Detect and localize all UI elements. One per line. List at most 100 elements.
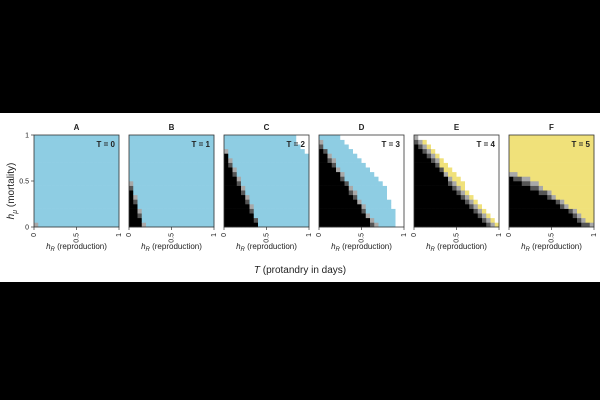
- heatmap-cell: [560, 158, 565, 163]
- heatmap-cell: [184, 190, 189, 196]
- heatmap-cell: [93, 135, 99, 140]
- heatmap-cell: [530, 194, 535, 200]
- heatmap-cell: [97, 194, 103, 200]
- heatmap-cells: [509, 135, 595, 228]
- heatmap-cell: [287, 135, 293, 140]
- heatmap-cell: [253, 222, 259, 228]
- heatmap-cell: [391, 194, 396, 200]
- heatmap-cell: [555, 217, 561, 223]
- heatmap-cell: [283, 162, 289, 168]
- heatmap-cell: [110, 208, 116, 214]
- heatmap-cell: [482, 162, 487, 168]
- heatmap-cell: [551, 204, 557, 209]
- heatmap-cell: [568, 181, 574, 186]
- heatmap-cell: [129, 185, 134, 191]
- heatmap-cell: [42, 213, 48, 219]
- heatmap-cell: [154, 171, 160, 177]
- heatmap-cell: [292, 162, 297, 168]
- heatmap-cell: [262, 190, 267, 196]
- heatmap-cell: [275, 171, 280, 177]
- heatmap-cell: [171, 204, 177, 209]
- heatmap-cell: [564, 139, 569, 145]
- heatmap-cell: [534, 167, 540, 173]
- heatmap-cell: [477, 194, 483, 200]
- x-axis-main-rest: (protandry in days): [260, 265, 346, 276]
- heatmap-cell: [201, 144, 206, 150]
- heatmap-cell: [270, 194, 276, 200]
- heatmap-cell: [547, 204, 552, 209]
- heatmap-cell: [331, 167, 337, 173]
- heatmap-cell: [114, 148, 120, 154]
- heatmap-cell: [76, 171, 82, 177]
- heatmap-cell: [85, 139, 90, 145]
- heatmap-cell: [448, 213, 453, 219]
- heatmap-cell: [258, 135, 263, 140]
- heatmap-cell: [378, 181, 384, 186]
- heatmap-cell: [232, 158, 238, 163]
- heatmap-cell: [175, 185, 181, 191]
- heatmap-cell: [93, 158, 99, 163]
- heatmap-cell: [175, 194, 181, 200]
- heatmap-cell: [353, 176, 358, 182]
- heatmap-cell: [300, 185, 306, 191]
- heatmap-cell: [275, 162, 280, 168]
- heatmap-cell: [521, 167, 527, 173]
- heatmap-cell: [158, 194, 164, 200]
- heatmap-cell: [340, 194, 345, 200]
- heatmap-cell: [378, 158, 384, 163]
- x-tick-label: 1: [496, 233, 503, 237]
- heatmap-cell: [465, 222, 470, 228]
- heatmap-cell: [102, 185, 107, 191]
- heatmap-cell: [55, 213, 60, 219]
- heatmap-cell: [270, 167, 276, 173]
- heatmap-cell: [188, 208, 194, 214]
- heatmap-cell: [232, 139, 238, 145]
- heatmap-cell: [146, 185, 151, 191]
- heatmap-cell: [460, 167, 466, 173]
- heatmap-cell: [51, 144, 56, 150]
- heatmap-cell: [452, 213, 457, 219]
- heatmap-cell: [275, 181, 280, 186]
- heatmap-cell: [106, 148, 111, 154]
- heatmap-cell: [253, 158, 259, 163]
- heatmap-cell: [180, 139, 185, 145]
- heatmap-cell: [551, 181, 557, 186]
- heatmap-cell: [89, 217, 94, 223]
- heatmap-cell: [287, 181, 293, 186]
- heatmap-cell: [76, 190, 82, 196]
- heatmap-cell: [517, 148, 523, 154]
- heatmap-cell: [564, 135, 569, 140]
- heatmap-cell: [422, 181, 428, 186]
- heatmap-cell: [241, 217, 246, 223]
- heatmap-cell: [391, 185, 396, 191]
- heatmap-cell: [197, 135, 202, 140]
- heatmap-cell: [197, 144, 202, 150]
- heatmap-cell: [395, 167, 401, 173]
- heatmap-cell: [547, 176, 552, 182]
- heatmap-cell: [228, 222, 233, 228]
- heatmap-cell: [452, 217, 457, 223]
- heatmap-cell: [469, 135, 474, 140]
- heatmap-cell: [509, 190, 514, 196]
- heatmap-cell: [568, 144, 574, 150]
- heatmap-cell: [547, 208, 552, 214]
- heatmap-cell: [414, 162, 419, 168]
- heatmap-cell: [59, 190, 65, 196]
- heatmap-cell: [262, 208, 267, 214]
- heatmap-cell: [146, 158, 151, 163]
- heatmap-cell: [80, 213, 86, 219]
- heatmap-cell: [287, 139, 293, 145]
- heatmap-cell: [184, 167, 189, 173]
- panel-x-label-sub: R: [336, 247, 341, 253]
- heatmap-cell: [158, 176, 164, 182]
- heatmap-cell: [589, 181, 595, 186]
- heatmap-cell: [530, 213, 535, 219]
- heatmap-cell: [513, 167, 518, 173]
- heatmap-cell: [534, 171, 540, 177]
- heatmap-cell: [287, 162, 293, 168]
- heatmap-cell: [581, 135, 586, 140]
- heatmap-cell: [581, 176, 586, 182]
- heatmap-cell: [526, 153, 531, 159]
- heatmap-cell: [336, 194, 341, 200]
- heatmap-cell: [431, 217, 436, 223]
